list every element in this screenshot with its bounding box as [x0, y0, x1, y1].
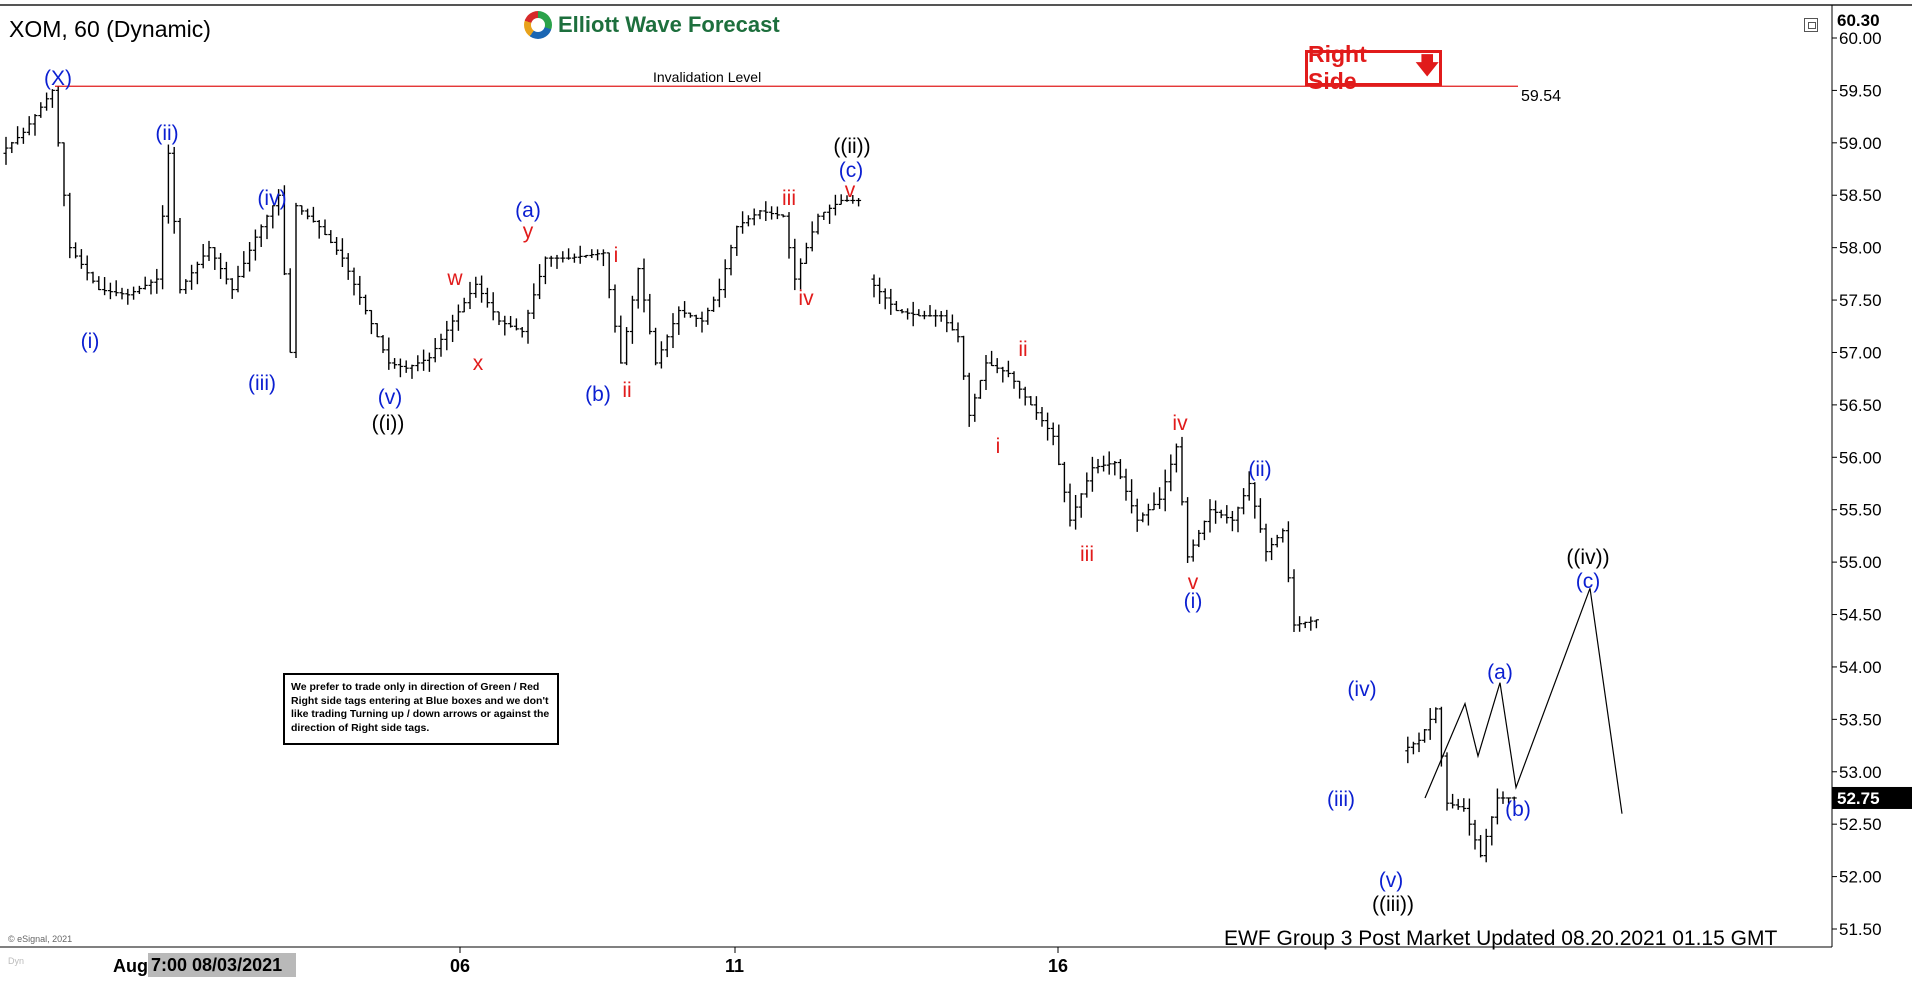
wave-label: x [473, 352, 484, 375]
wave-label: (iv) [257, 187, 286, 210]
wave-label: (i) [81, 330, 100, 353]
wave-label: iii [1080, 543, 1094, 566]
wave-label: (c) [1576, 570, 1601, 593]
wave-label: iii [782, 187, 796, 210]
chart-title: XOM, 60 (Dynamic) [9, 16, 211, 42]
wave-label: (b) [1505, 798, 1531, 821]
y-tick-label: 55.00 [1839, 553, 1882, 572]
right-side-tag: Right Side 🡇 [1305, 41, 1442, 94]
esignal-copyright: © eSignal, 2021 [8, 934, 73, 944]
invalidation-value: 59.54 [1521, 88, 1561, 105]
dyn-label: Dyn [8, 956, 25, 966]
wave-label: y [523, 220, 534, 243]
y-tick-label: 60.00 [1839, 29, 1882, 48]
top-price-label: 60.30 [1837, 11, 1880, 30]
wave-label: (ii) [1248, 458, 1271, 481]
brand-logo-icon [524, 11, 552, 39]
wave-label: (a) [515, 199, 541, 222]
wave-label: iv [1172, 412, 1188, 435]
last-price-label: 52.75 [1837, 789, 1880, 808]
wave-label: (X) [44, 67, 72, 90]
wave-label: (ii) [155, 122, 178, 145]
wave-label: (b) [585, 383, 611, 406]
wave-label: ii [1018, 338, 1027, 361]
projection-path [1424, 588, 1623, 814]
wave-label: (iii) [248, 372, 276, 395]
y-tick-label: 56.00 [1839, 448, 1882, 467]
wave-label: (a) [1487, 661, 1513, 684]
wave-label: (v) [1379, 869, 1404, 892]
y-tick-label: 53.00 [1839, 763, 1882, 782]
brand-logo: Elliott Wave Forecast [524, 9, 780, 41]
y-tick-label: 56.50 [1839, 396, 1882, 415]
y-tick-label: 57.00 [1839, 343, 1882, 362]
wave-label: (v) [378, 386, 403, 409]
wave-label: w [446, 267, 463, 290]
y-tick-label: 53.50 [1839, 710, 1882, 729]
wave-label: (i) [1184, 590, 1203, 613]
last-price-box [1832, 786, 1912, 809]
wave-label: (c) [839, 159, 864, 182]
y-tick-label: 58.00 [1839, 239, 1882, 258]
wave-label: (iii) [1327, 788, 1355, 811]
trading-note: We prefer to trade only in direction of … [283, 673, 559, 745]
wave-label: v [1188, 571, 1199, 594]
arrow-down-icon: 🡇 [1415, 51, 1439, 78]
x-tick-label-partial: Aug [113, 956, 148, 976]
brand-name: Elliott Wave Forecast [558, 12, 780, 37]
y-tick-label: 54.00 [1839, 658, 1882, 677]
x-tick-label: 06 [450, 956, 470, 976]
wave-label: ((iv)) [1566, 546, 1609, 569]
wave-label: ((i)) [372, 412, 405, 435]
wave-label: i [614, 244, 619, 267]
x-tick-label: 16 [1048, 956, 1068, 976]
y-tick-label: 55.50 [1839, 501, 1882, 520]
y-tick-label: 52.00 [1839, 868, 1882, 887]
wave-label: v [845, 179, 856, 202]
wave-label: ((iii)) [1372, 893, 1414, 916]
y-tick-label: 54.50 [1839, 606, 1882, 625]
right-side-label: Right Side [1308, 41, 1367, 94]
wave-label: ((ii)) [833, 135, 870, 158]
y-tick-label: 57.50 [1839, 291, 1882, 310]
y-tick-label: 59.50 [1839, 81, 1882, 100]
y-tick-label: 51.50 [1839, 920, 1882, 939]
x-tick-label: 11 [725, 956, 744, 976]
wave-label: (iv) [1347, 678, 1376, 701]
wave-label: ii [622, 379, 631, 402]
invalidation-label: Invalidation Level [653, 69, 761, 85]
y-tick-label: 59.00 [1839, 134, 1882, 153]
update-footer: EWF Group 3 Post Market Updated 08.20.20… [1224, 927, 1778, 950]
wave-label: i [996, 435, 1001, 458]
crosshair-date-box: 7:00 08/03/2021 [148, 953, 296, 977]
wave-label: iv [798, 287, 814, 310]
y-tick-label: 52.50 [1839, 815, 1882, 834]
window-restore-icon[interactable] [1804, 18, 1818, 32]
y-tick-label: 58.50 [1839, 186, 1882, 205]
